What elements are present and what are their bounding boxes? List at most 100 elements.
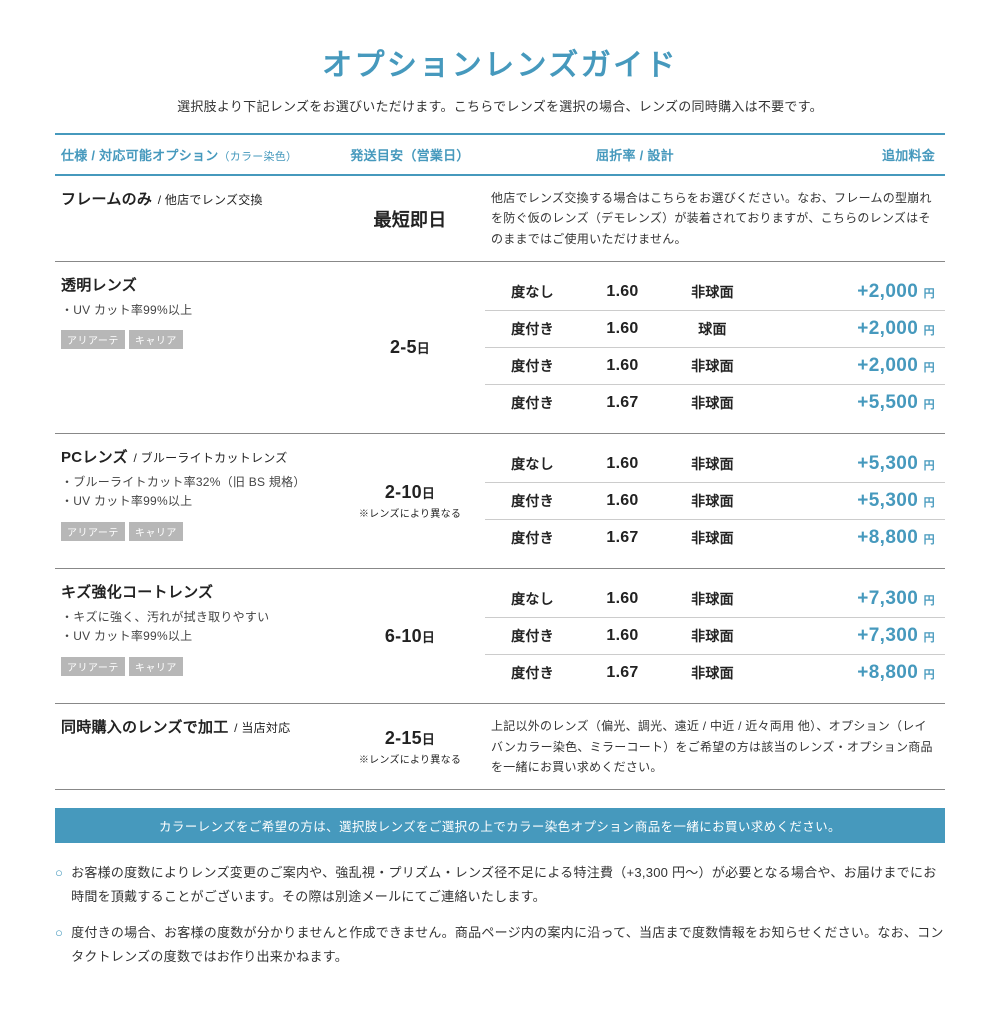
spec-title: 透明レンズ (61, 277, 137, 294)
option-power: 度なし (485, 282, 580, 302)
option-price: +5,500 円 (760, 392, 945, 414)
ship-block: 2-10日※レンズにより異なる (335, 446, 485, 556)
option-design: 非球面 (665, 491, 760, 511)
spec-title: フレームのみ (61, 191, 152, 208)
option-design: 非球面 (665, 454, 760, 474)
option-index: 1.60 (580, 283, 665, 301)
option-price: +7,300 円 (760, 588, 945, 610)
note-text: 度付きの場合、お客様の度数が分かりませんと作成できません。商品ページ内の案内に沿… (71, 921, 945, 969)
spec-title: PCレンズ (61, 449, 128, 466)
lens-section: キズ強化コートレンズ・キズに強く、汚れが拭き取りやすい・UV カット率99%以上… (55, 569, 945, 704)
option-price: +2,000 円 (760, 355, 945, 377)
option-row: 度付き1.67非球面+5,500 円 (485, 385, 945, 421)
option-price: +5,300 円 (760, 453, 945, 475)
option-power: 度付き (485, 393, 580, 413)
note-item: ○お客様の度数によりレンズ変更のご案内や、強乱視・プリズム・レンズ径不足による特… (55, 861, 945, 909)
header-ship: 発送目安（営業日） (335, 145, 485, 164)
note-item: ○度付きの場合、お客様の度数が分かりませんと作成できません。商品ページ内の案内に… (55, 921, 945, 969)
option-index: 1.67 (580, 394, 665, 412)
spec-subtitle: / 当店対応 (231, 721, 291, 735)
notes-block: ○お客様の度数によりレンズ変更のご案内や、強乱視・プリズム・レンズ径不足による特… (55, 861, 945, 969)
right-block: 度なし1.60非球面+2,000 円度付き1.60球面+2,000 円度付き1.… (485, 274, 945, 421)
option-row: 度付き1.67非球面+8,800 円 (485, 520, 945, 556)
option-design: 非球面 (665, 528, 760, 548)
tag: アリアーテ (61, 522, 125, 541)
option-price: +2,000 円 (760, 281, 945, 303)
option-power: 度付き (485, 319, 580, 339)
option-design: 球面 (665, 319, 760, 339)
header-rd: 屈折率 / 設計 (485, 145, 785, 164)
right-block: 度なし1.60非球面+7,300 円度付き1.60非球面+7,300 円度付き1… (485, 581, 945, 691)
spec-subtitle: / 他店でレンズ交換 (154, 193, 263, 207)
section-description: 上記以外のレンズ（偏光、調光、遠近 / 中近 / 近々両用 他）、オプション（レ… (485, 716, 945, 777)
option-index: 1.67 (580, 664, 665, 682)
option-power: 度なし (485, 589, 580, 609)
option-power: 度付き (485, 626, 580, 646)
tag: アリアーテ (61, 657, 125, 676)
right-block: 上記以外のレンズ（偏光、調光、遠近 / 中近 / 近々両用 他）、オプション（レ… (485, 716, 945, 777)
option-row: 度なし1.60非球面+7,300 円 (485, 581, 945, 618)
spec-title: 同時購入のレンズで加工 (61, 719, 229, 736)
tag: キャリア (129, 522, 183, 541)
option-power: 度付き (485, 491, 580, 511)
option-row: 度付き1.60非球面+7,300 円 (485, 618, 945, 655)
tag: アリアーテ (61, 330, 125, 349)
option-index: 1.60 (580, 492, 665, 510)
bullet-icon: ○ (55, 861, 63, 909)
section-description: 他店でレンズ交換する場合はこちらをお選びください。なお、フレームの型崩れを防ぐ仮… (485, 188, 945, 249)
ship-block: 2-15日※レンズにより異なる (335, 716, 485, 777)
spec-bullets: ・キズに強く、汚れが拭き取りやすい・UV カット率99%以上 (61, 608, 325, 646)
option-price: +2,000 円 (760, 318, 945, 340)
spec-title: キズ強化コートレンズ (61, 584, 213, 601)
spec-tags: アリアーテキャリア (61, 330, 325, 349)
option-index: 1.60 (580, 455, 665, 473)
ship-block: 6-10日 (335, 581, 485, 691)
option-row: 度付き1.60球面+2,000 円 (485, 311, 945, 348)
lens-section: 同時購入のレンズで加工 / 当店対応 2-15日※レンズにより異なる上記以外のレン… (55, 704, 945, 790)
option-row: 度なし1.60非球面+5,300 円 (485, 446, 945, 483)
option-design: 非球面 (665, 393, 760, 413)
option-design: 非球面 (665, 356, 760, 376)
right-block: 度なし1.60非球面+5,300 円度付き1.60非球面+5,300 円度付き1… (485, 446, 945, 556)
lens-section: フレームのみ / 他店でレンズ交換 最短即日他店でレンズ交換する場合はこちらをお選… (55, 176, 945, 262)
color-lens-banner: カラーレンズをご希望の方は、選択肢レンズをご選択の上でカラー染色オプション商品を… (55, 808, 945, 843)
spec-tags: アリアーテキャリア (61, 657, 325, 676)
option-row: 度付き1.67非球面+8,800 円 (485, 655, 945, 691)
option-power: 度付き (485, 663, 580, 683)
option-design: 非球面 (665, 282, 760, 302)
right-block: 他店でレンズ交換する場合はこちらをお選びください。なお、フレームの型崩れを防ぐ仮… (485, 188, 945, 249)
spec-subtitle: / ブルーライトカットレンズ (130, 451, 288, 465)
option-row: 度なし1.60非球面+2,000 円 (485, 274, 945, 311)
option-index: 1.67 (580, 529, 665, 547)
spec-tags: アリアーテキャリア (61, 522, 325, 541)
option-power: 度付き (485, 356, 580, 376)
note-text: お客様の度数によりレンズ変更のご案内や、強乱視・プリズム・レンズ径不足による特注… (71, 861, 945, 909)
option-row: 度付き1.60非球面+2,000 円 (485, 348, 945, 385)
option-design: 非球面 (665, 626, 760, 646)
option-index: 1.60 (580, 590, 665, 608)
bullet-icon: ○ (55, 921, 63, 969)
option-power: 度付き (485, 528, 580, 548)
tag: キャリア (129, 330, 183, 349)
header-spec: 仕様 / 対応可能オプション (61, 148, 218, 163)
spec-bullets: ・UV カット率99%以上 (61, 301, 325, 320)
header-fee: 追加料金 (785, 145, 945, 164)
option-index: 1.60 (580, 320, 665, 338)
option-price: +5,300 円 (760, 490, 945, 512)
lens-section: PCレンズ / ブルーライトカットレンズ・ブルーライトカット率32%（旧 BS … (55, 434, 945, 569)
option-design: 非球面 (665, 589, 760, 609)
table-header: 仕様 / 対応可能オプション（カラー染色） 発送目安（営業日） 屈折率 / 設計… (55, 133, 945, 176)
option-price: +8,800 円 (760, 527, 945, 549)
page-title: オプションレンズガイド (55, 40, 945, 84)
option-design: 非球面 (665, 663, 760, 683)
page-subtitle: 選択肢より下記レンズをお選びいただけます。こちらでレンズを選択の場合、レンズの同… (55, 96, 945, 115)
lens-section: 透明レンズ・UV カット率99%以上アリアーテキャリア2-5日度なし1.60非球… (55, 262, 945, 434)
ship-block: 最短即日 (335, 188, 485, 249)
option-row: 度付き1.60非球面+5,300 円 (485, 483, 945, 520)
option-price: +7,300 円 (760, 625, 945, 647)
option-price: +8,800 円 (760, 662, 945, 684)
ship-block: 2-5日 (335, 274, 485, 421)
option-index: 1.60 (580, 627, 665, 645)
header-spec-sub: （カラー染色） (218, 151, 297, 163)
tag: キャリア (129, 657, 183, 676)
